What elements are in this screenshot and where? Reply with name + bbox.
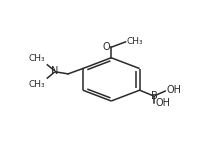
Text: CH₃: CH₃	[126, 37, 143, 46]
Text: OH: OH	[155, 98, 170, 108]
Text: CH₃: CH₃	[28, 54, 45, 63]
Text: OH: OH	[167, 85, 182, 95]
Text: CH₃: CH₃	[28, 79, 45, 89]
Text: B: B	[151, 91, 158, 101]
Text: O: O	[102, 42, 110, 52]
Text: N: N	[51, 66, 59, 76]
